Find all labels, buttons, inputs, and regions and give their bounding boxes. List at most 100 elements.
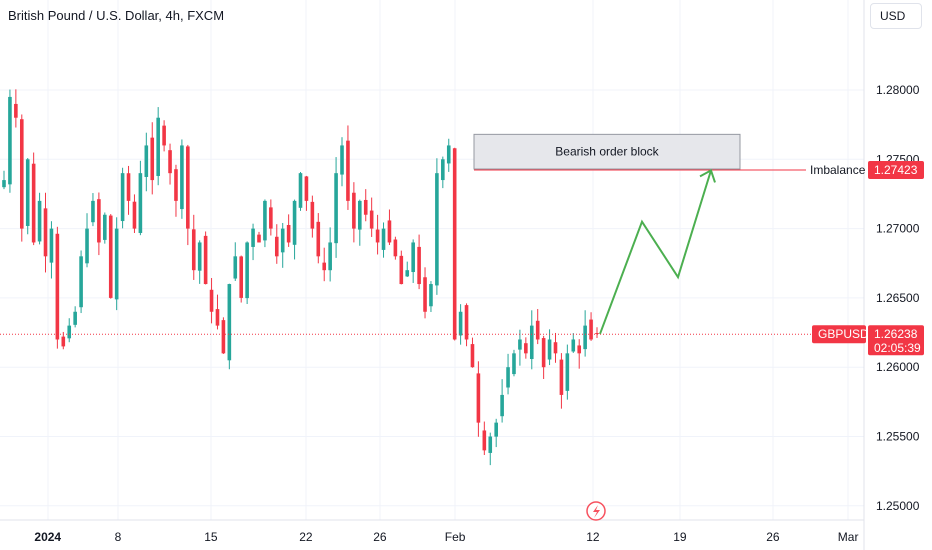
candle (399, 250, 404, 285)
time-tick-label: 26 (373, 530, 387, 544)
candle-body (174, 169, 178, 201)
candle (180, 139, 184, 219)
candle (227, 283, 232, 370)
candle (500, 379, 504, 423)
time-tick-label: 26 (766, 530, 780, 544)
candle (269, 199, 273, 236)
imbalance-price-tag (868, 160, 924, 179)
candle (435, 158, 439, 295)
symbol-tag-text: GBPUSD (818, 327, 869, 341)
last-price-tag (868, 325, 924, 356)
candle-body (269, 207, 273, 229)
candle-body (446, 145, 451, 164)
chart-title: British Pound / U.S. Dollar, 4h, FXCM (8, 8, 225, 23)
candle (257, 231, 261, 243)
price-tick-label: 1.26500 (876, 291, 920, 305)
candle (298, 172, 303, 211)
candle-body (488, 436, 493, 453)
candle (19, 114, 24, 242)
time-tick-label: Feb (445, 530, 466, 544)
time-tick-label: 8 (115, 530, 122, 544)
projection-arrowhead (699, 168, 716, 183)
candle-body (441, 159, 445, 181)
candle-body (310, 201, 315, 229)
candle-body (340, 145, 344, 175)
price-tick-label: 1.26000 (876, 360, 920, 374)
candle-body (482, 430, 487, 451)
candle-body (381, 228, 386, 250)
candle-body (316, 221, 321, 257)
candle (209, 278, 214, 324)
candle (411, 239, 415, 283)
candle (168, 143, 172, 185)
candle-body (233, 256, 238, 279)
candle (215, 294, 220, 330)
candle-body (263, 200, 267, 241)
candle (417, 234, 421, 290)
candle (156, 107, 160, 186)
candle-body (156, 117, 160, 176)
candle (595, 327, 599, 339)
candle (423, 267, 427, 319)
candle (263, 199, 267, 248)
candle-body (358, 200, 362, 230)
candle (494, 418, 498, 448)
candle (8, 89, 12, 193)
candle-body (61, 336, 66, 347)
candle-body (470, 344, 475, 368)
candle (221, 317, 226, 354)
candle-body (97, 199, 101, 243)
candle (334, 157, 338, 258)
candle-body (239, 256, 243, 298)
price-tick-label: 1.28000 (876, 83, 920, 97)
candle (251, 223, 255, 261)
time-tick-label: 22 (299, 530, 313, 544)
candle (393, 236, 398, 260)
candle (120, 167, 125, 229)
candle-body (435, 173, 439, 286)
candle-body (91, 200, 95, 223)
lightning-icon[interactable] (586, 501, 606, 521)
candle-body (595, 333, 599, 335)
candle (304, 175, 309, 211)
candle-body (328, 242, 332, 271)
candle-body (363, 199, 368, 215)
candle-body (85, 228, 89, 264)
imbalance-price-text: 1.27423 (874, 163, 918, 177)
candle (61, 331, 66, 350)
candle-body (257, 234, 261, 243)
candle (31, 152, 36, 246)
candle (541, 335, 546, 379)
candle (67, 318, 72, 343)
candle (292, 199, 297, 260)
time-tick-label: 15 (204, 530, 218, 544)
candle-body (464, 305, 469, 340)
candle (43, 192, 48, 273)
price-tick-label: 1.25000 (876, 499, 920, 513)
candle (114, 217, 119, 311)
candle-body (25, 159, 30, 226)
candle (506, 353, 510, 395)
candle-body (452, 148, 457, 340)
candle-body (369, 210, 374, 229)
candle-body (251, 228, 255, 247)
candle (482, 421, 487, 456)
candle (322, 247, 327, 282)
candle-body (31, 163, 36, 243)
last-price-text: 1.26238 (874, 327, 918, 341)
candle (381, 222, 386, 258)
candle (470, 337, 475, 368)
candle (375, 214, 380, 255)
candle-body (215, 309, 220, 326)
candle-body (245, 242, 249, 299)
candle-body (458, 311, 463, 336)
candle-body (49, 228, 54, 263)
candle-body (73, 311, 77, 325)
candle (571, 333, 576, 353)
candle (518, 329, 522, 366)
candle-body (180, 145, 184, 210)
candle-body (132, 201, 137, 229)
candle (340, 137, 344, 187)
currency-selector-button[interactable]: USD (870, 3, 922, 29)
